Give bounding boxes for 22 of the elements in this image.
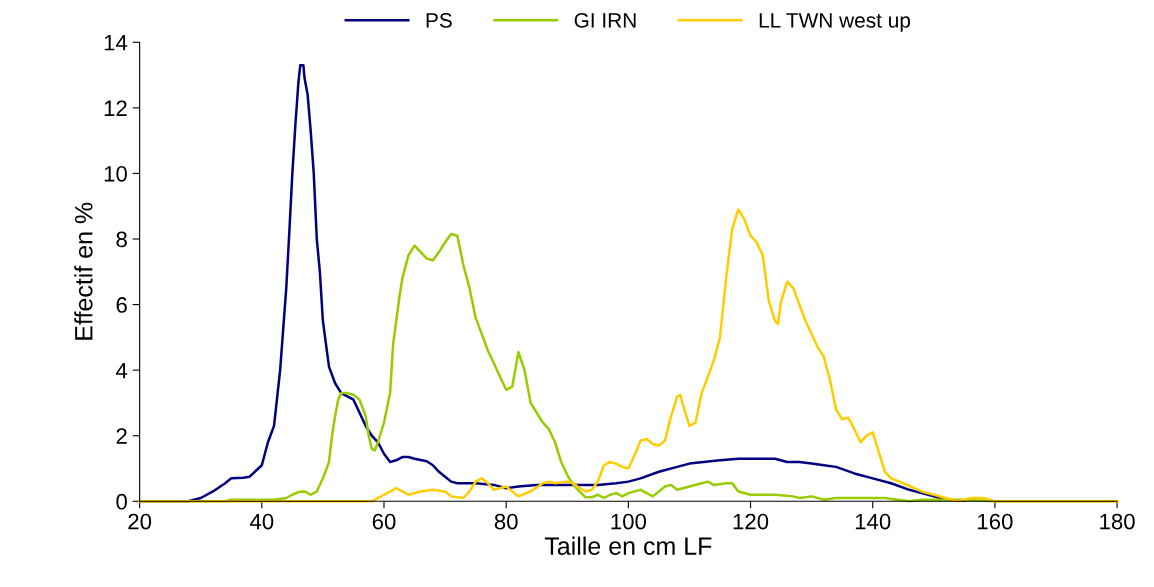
x-tick-label: 100: [611, 513, 647, 530]
y-axis-title: Effectif en %: [74, 202, 93, 340]
x-tick-label: 40: [249, 513, 274, 530]
y-tick-label: 12: [104, 100, 127, 116]
y-tick-label: 0: [116, 493, 127, 510]
x-tick-label: 160: [978, 513, 1013, 530]
x-tick-label: 140: [855, 513, 891, 530]
x-tick-label: 80: [494, 513, 518, 530]
x-tick-label: 60: [372, 513, 396, 530]
legend-label: PS: [426, 12, 452, 28]
y-tick-label: 6: [116, 297, 127, 313]
y-tick-label: 10: [104, 165, 127, 182]
x-tick-label: 20: [128, 513, 152, 530]
x-axis-title: Taille en cm LF: [544, 536, 712, 555]
y-tick-label: 2: [116, 428, 127, 444]
y-tick-label: 4: [115, 362, 128, 379]
y-tick-label: 14: [104, 35, 128, 51]
x-tick-label: 120: [733, 513, 769, 530]
legend-label: GI IRN: [574, 12, 636, 28]
x-tick-label: 180: [1100, 513, 1135, 530]
y-tick-label: 8: [116, 231, 127, 248]
legend-label: LL TWN west up: [759, 13, 911, 32]
